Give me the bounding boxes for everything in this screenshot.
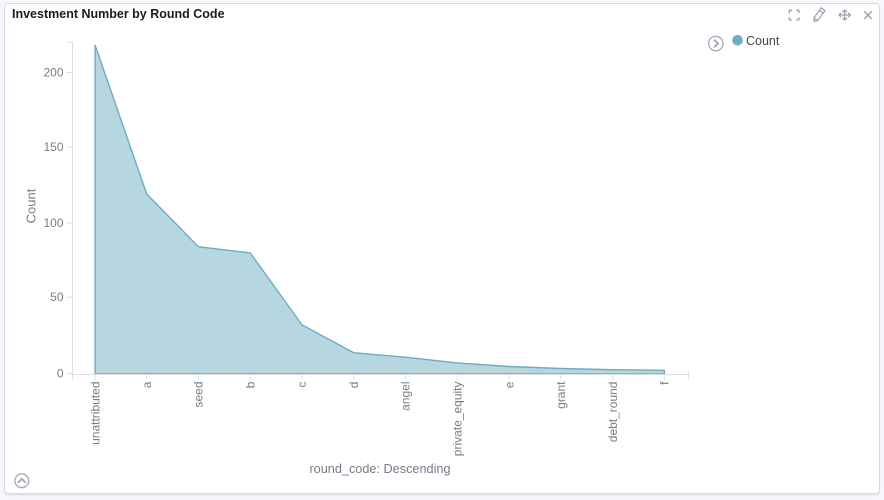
svg-text:e: e bbox=[502, 381, 516, 388]
svg-text:b: b bbox=[243, 381, 257, 388]
svg-text:debt_round: debt_round bbox=[606, 382, 620, 443]
svg-text:0: 0 bbox=[57, 366, 64, 380]
svg-text:150: 150 bbox=[43, 140, 63, 154]
svg-text:private_equity: private_equity bbox=[451, 382, 465, 457]
svg-text:f: f bbox=[658, 381, 672, 385]
svg-text:Count: Count bbox=[24, 188, 39, 223]
svg-text:round_code: Descending: round_code: Descending bbox=[309, 462, 450, 476]
svg-text:grant: grant bbox=[554, 381, 568, 409]
svg-text:200: 200 bbox=[43, 65, 63, 79]
svg-text:a: a bbox=[140, 381, 154, 388]
svg-text:unattributed: unattributed bbox=[88, 382, 102, 445]
svg-text:c: c bbox=[295, 382, 309, 388]
svg-text:d: d bbox=[347, 382, 361, 389]
svg-text:seed: seed bbox=[192, 382, 206, 408]
svg-text:angel: angel bbox=[399, 382, 413, 411]
svg-text:100: 100 bbox=[43, 216, 63, 230]
svg-text:50: 50 bbox=[50, 290, 64, 304]
